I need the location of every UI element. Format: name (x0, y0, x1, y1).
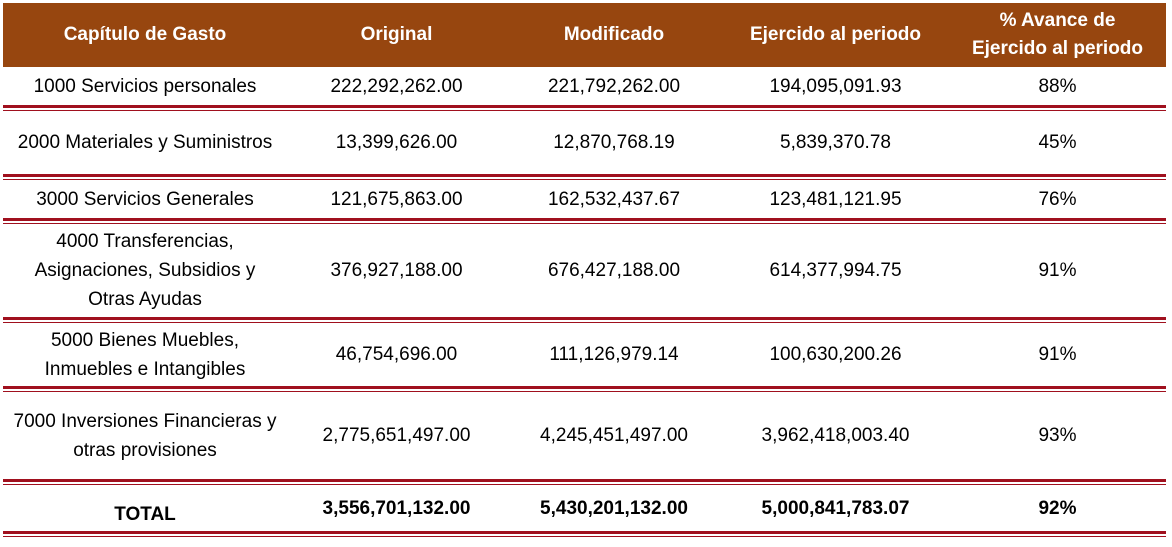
bottom-divider (3, 531, 1166, 537)
header-modificado: Modificado (563, 24, 665, 45)
cell-ejercido: 123,481,121.95 (769, 188, 902, 210)
table-row: 4000 Transferencias, Asignaciones, Subsi… (3, 224, 1166, 317)
header-avance: % Avance de Ejercido al periodo (971, 10, 1144, 59)
cell-modificado: 12,870,768.19 (553, 132, 675, 153)
budget-table: Capítulo de Gasto Original Modificado Ej… (3, 3, 1166, 537)
table-row: 5000 Bienes Muebles, Inmuebles e Intangi… (3, 323, 1166, 386)
total-cell-capitulo: TOTAL (114, 504, 176, 525)
header-original: Original (360, 24, 433, 45)
cell-original: 376,927,188.00 (330, 260, 463, 281)
cell-ejercido: 100,630,200.26 (769, 344, 902, 365)
row-divider (3, 386, 1166, 392)
row-divider (3, 218, 1166, 224)
total-cell-modificado: 5,430,201,132.00 (540, 497, 688, 519)
row-divider (3, 105, 1166, 111)
header-capitulo: Capítulo de Gasto (63, 24, 227, 45)
cell-ejercido: 194,095,091.93 (769, 75, 902, 97)
cell-modificado: 221,792,262.00 (547, 75, 681, 97)
cell-modificado: 111,126,979.14 (549, 344, 679, 365)
total-cell-ejercido: 5,000,841,783.07 (761, 497, 910, 519)
cell-avance: 91% (1038, 260, 1077, 281)
total-row: TOTAL 3,556,701,132.00 5,430,201,132.00 5,0… (3, 485, 1166, 531)
cell-original: 121,675,863.00 (330, 188, 463, 210)
total-cell-original: 3,556,701,132.00 (322, 497, 471, 519)
table-header: Capítulo de Gasto Original Modificado Ej… (3, 3, 1166, 67)
total-cell-avance: 92% (1038, 497, 1077, 519)
cell-capitulo: 4000 Transferencias, Asignaciones, Subsi… (34, 231, 256, 310)
cell-ejercido: 3,962,418,003.40 (761, 425, 910, 446)
cell-original: 13,399,626.00 (335, 132, 458, 153)
cell-avance: 91% (1038, 344, 1077, 365)
cell-modificado: 4,245,451,497.00 (540, 425, 688, 446)
table-row: 3000 Servicios Generales 121,675,863.00 16… (3, 180, 1166, 218)
cell-avance: 88% (1038, 75, 1077, 97)
cell-original: 222,292,262.00 (330, 75, 463, 97)
table-row: 2000 Materiales y Suministros 13,399,626.… (3, 111, 1166, 174)
row-divider (3, 479, 1166, 485)
row-divider (3, 317, 1166, 323)
cell-capitulo: 3000 Servicios Generales (36, 188, 254, 210)
cell-avance: 93% (1038, 425, 1077, 446)
cell-original: 46,754,696.00 (335, 344, 458, 365)
table-row: 1000 Servicios personales 222,292,262.00 2… (3, 67, 1166, 105)
table-row: 7000 Inversiones Financieras y otras pro… (3, 392, 1166, 479)
row-divider (3, 174, 1166, 180)
cell-capitulo: 2000 Materiales y Suministros (17, 132, 273, 153)
cell-modificado: 676,427,188.00 (547, 260, 681, 281)
cell-avance: 76% (1038, 188, 1077, 210)
cell-ejercido: 614,377,994.75 (769, 260, 902, 281)
cell-capitulo: 5000 Bienes Muebles, Inmuebles e Intangi… (44, 329, 246, 380)
header-ejercido: Ejercido al periodo (749, 24, 922, 45)
cell-modificado: 162,532,437.67 (547, 188, 681, 210)
cell-original: 2,775,651,497.00 (322, 425, 471, 446)
cell-capitulo: 7000 Inversiones Financieras y otras pro… (13, 410, 277, 461)
cell-capitulo: 1000 Servicios personales (33, 75, 257, 97)
cell-avance: 45% (1038, 132, 1077, 153)
cell-ejercido: 5,839,370.78 (780, 132, 891, 153)
